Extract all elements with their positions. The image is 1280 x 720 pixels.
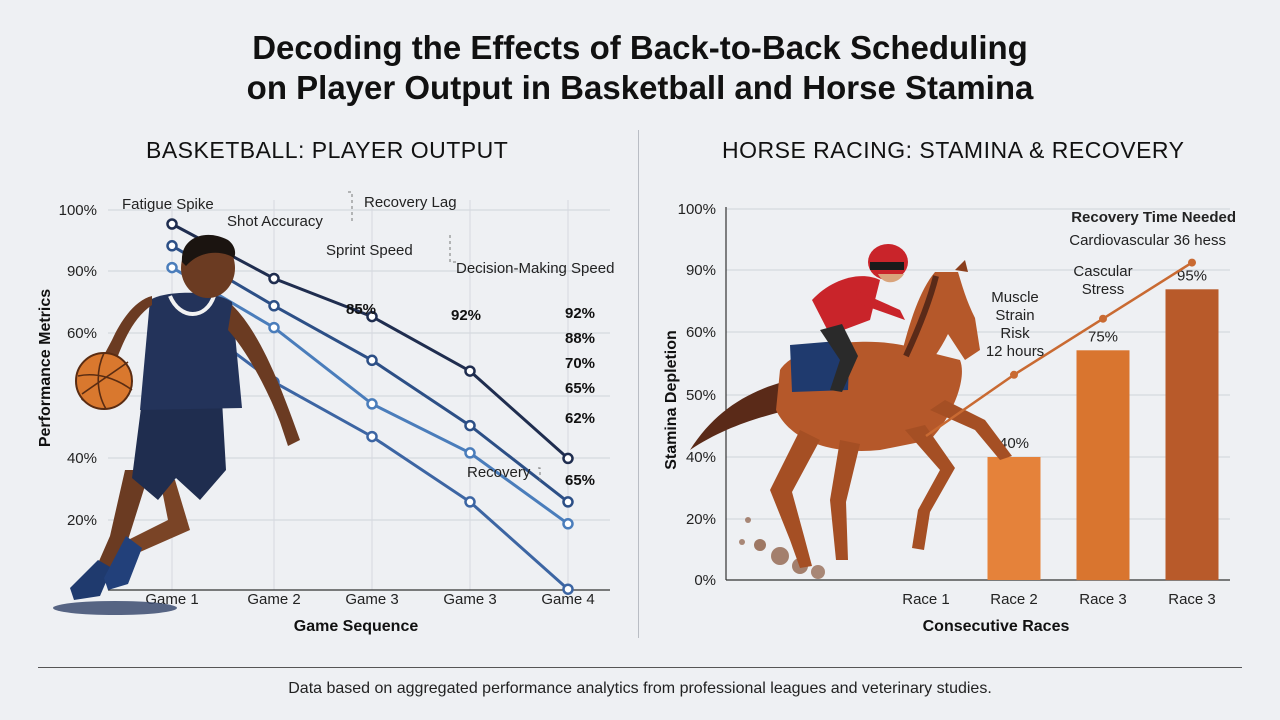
horse-y-axis-title: Stamina Depletion bbox=[663, 330, 680, 470]
data-label: 92% bbox=[451, 307, 481, 324]
annotation-cascular: Cascular bbox=[1073, 263, 1132, 280]
annotation-recovery-lag: Recovery Lag bbox=[364, 194, 457, 211]
series-point bbox=[366, 430, 378, 443]
series-point bbox=[366, 354, 378, 367]
annotation-sprint-speed: Sprint Speed bbox=[326, 242, 413, 259]
data-label: 88% bbox=[565, 330, 595, 347]
bar-value-label: 95% bbox=[1177, 267, 1207, 284]
series-point bbox=[268, 272, 280, 285]
y-tick-label: 100% bbox=[678, 201, 716, 218]
annotation-stress: Stress bbox=[1082, 281, 1125, 298]
data-label: 62% bbox=[565, 410, 595, 427]
series-point bbox=[464, 496, 476, 508]
series-point bbox=[166, 218, 178, 230]
annotation-fatigue-spike: Fatigue Spike bbox=[122, 196, 214, 213]
annotation-recovery-time-needed: Recovery Time Needed bbox=[1071, 209, 1236, 226]
recovery-lag-bracket bbox=[348, 191, 353, 222]
bar-4 bbox=[1165, 289, 1219, 581]
horse-chart: 100%90%60%50%40%20%0% Stamina Depletion … bbox=[663, 201, 1236, 635]
x-tick-label: Race 3 bbox=[1168, 591, 1216, 608]
x-tick-label: Game 3 bbox=[443, 591, 496, 608]
series-point bbox=[464, 447, 476, 459]
trend-point bbox=[1010, 370, 1018, 379]
annotation-decision-speed: Decision-Making Speed bbox=[456, 260, 614, 277]
series-point bbox=[464, 419, 476, 432]
x-tick-label: Game 4 bbox=[541, 591, 594, 608]
footer-note: Data based on aggregated performance ana… bbox=[288, 680, 992, 697]
series-point bbox=[166, 240, 178, 252]
basketball-chart: 100%90%60%5040%20% Performance Metrics G… bbox=[37, 191, 614, 635]
y-tick-label: 40% bbox=[686, 449, 716, 466]
basketball-y-axis-title: Performance Metrics bbox=[37, 289, 54, 447]
basketball-panel-title: BASKETBALL: PLAYER OUTPUT bbox=[146, 137, 509, 163]
recovery-bracket bbox=[538, 467, 541, 484]
trend-point bbox=[1099, 314, 1107, 323]
y-tick-label: 0% bbox=[694, 572, 716, 589]
y-tick-label: 90% bbox=[67, 263, 97, 280]
trend-line bbox=[925, 261, 1193, 438]
bar-value-label: 40% bbox=[999, 435, 1029, 452]
data-label: 92% bbox=[565, 305, 595, 322]
series-point bbox=[366, 398, 378, 410]
annotation-risk: Risk bbox=[1000, 325, 1030, 342]
y-tick-label: 60% bbox=[686, 324, 716, 341]
data-label: 65% bbox=[565, 472, 595, 489]
horse-bars: 40% 75% 95% bbox=[987, 267, 1219, 581]
annotation-strain: Strain bbox=[995, 307, 1034, 324]
x-tick-label: Race 1 bbox=[902, 591, 950, 608]
bar-value-label: 75% bbox=[1088, 328, 1118, 345]
x-tick-label: Game 3 bbox=[345, 591, 398, 608]
series-point bbox=[166, 261, 178, 274]
x-tick-label: Game 2 bbox=[247, 591, 300, 608]
bar-3 bbox=[1076, 350, 1130, 581]
page-title: Decoding the Effects of Back-to-Back Sch… bbox=[0, 28, 1280, 108]
annotation-12-hours: 12 hours bbox=[986, 343, 1044, 360]
series-point bbox=[562, 518, 574, 530]
series-point bbox=[268, 300, 280, 312]
recovery-trend-line bbox=[925, 258, 1196, 438]
basketball-x-axis-title: Game Sequence bbox=[294, 618, 419, 635]
series-point bbox=[464, 365, 476, 377]
series-point bbox=[366, 310, 378, 323]
title-line-1: Decoding the Effects of Back-to-Back Sch… bbox=[252, 29, 1028, 66]
footer-divider bbox=[38, 667, 1242, 668]
horse-panel-title: HORSE RACING: STAMINA & RECOVERY bbox=[722, 137, 1185, 163]
annotation-muscle: Muscle bbox=[991, 289, 1039, 306]
racehorse-jockey-icon bbox=[690, 244, 1012, 579]
title-line-2: on Player Output in Basketball and Horse… bbox=[246, 69, 1034, 106]
annotation-shot-accuracy: Shot Accuracy bbox=[227, 213, 323, 230]
y-tick-label: 60% bbox=[67, 325, 97, 342]
y-tick-label: 20% bbox=[686, 511, 716, 528]
horse-x-ticks: Race 1 Race 2 Race 3 Race 3 bbox=[902, 591, 1216, 608]
horse-y-ticks: 100% 90% 60% 50% 40% 20% 0% bbox=[678, 201, 716, 589]
series-point bbox=[562, 496, 574, 508]
decision-speed-bracket bbox=[449, 235, 456, 263]
y-tick-label: 50% bbox=[686, 387, 716, 404]
y-tick-label: 20% bbox=[67, 512, 97, 529]
x-tick-label: Race 2 bbox=[990, 591, 1038, 608]
trend-point bbox=[1188, 258, 1196, 267]
series-point bbox=[268, 321, 280, 334]
data-label: 70% bbox=[565, 355, 595, 372]
bar-2 bbox=[987, 457, 1041, 580]
annotation-cardiovascular: Cardiovascular 36 hess bbox=[1069, 232, 1226, 249]
basketball-x-ticks: Game 1 Game 2 Game 3 Game 3 Game 4 bbox=[145, 591, 594, 608]
y-tick-label: 90% bbox=[686, 262, 716, 279]
basketball-series bbox=[166, 218, 574, 595]
basketball-player-icon bbox=[53, 234, 300, 615]
annotation-recovery: Recovery bbox=[467, 464, 531, 481]
panel-divider bbox=[638, 130, 639, 638]
data-label: 85% bbox=[346, 301, 376, 318]
data-label: 65% bbox=[565, 380, 595, 397]
series-point bbox=[562, 452, 574, 465]
series-point bbox=[562, 583, 574, 595]
horse-x-axis-title: Consecutive Races bbox=[923, 618, 1070, 635]
x-tick-label: Race 3 bbox=[1079, 591, 1127, 608]
y-tick-label: 100% bbox=[59, 202, 97, 219]
y-tick-label: 40% bbox=[67, 450, 97, 467]
